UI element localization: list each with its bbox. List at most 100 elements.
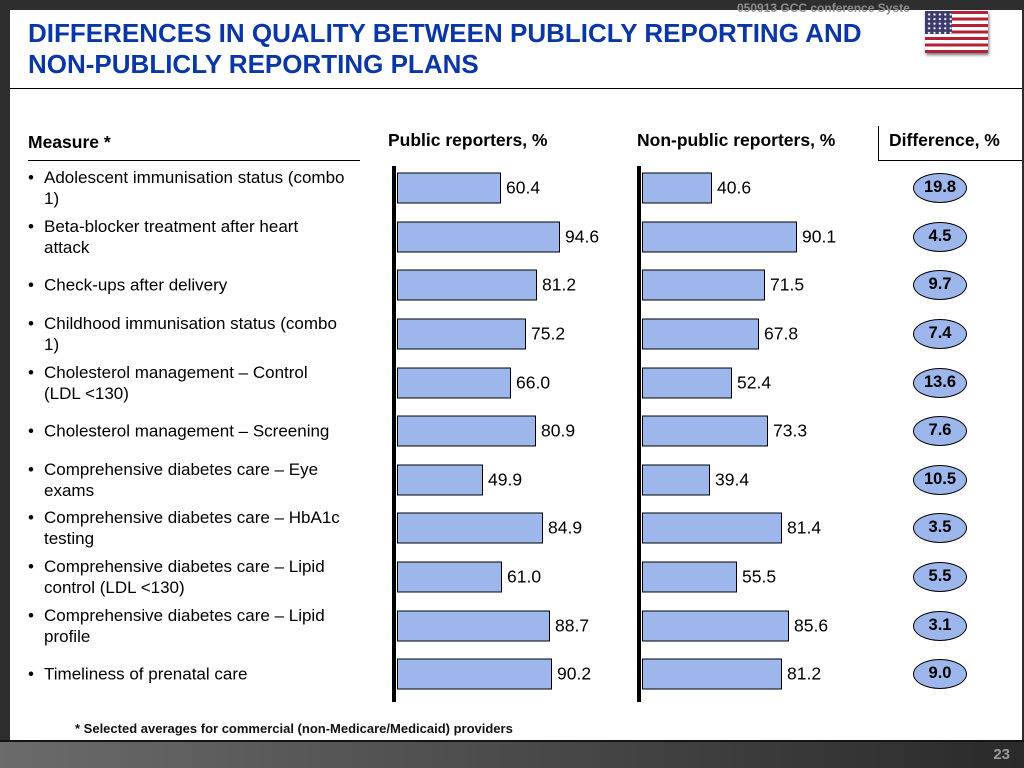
public-value: 75.2	[531, 323, 566, 344]
measure-label: Timeliness of prenatal care	[44, 664, 248, 684]
nonpublic-bar-cell: 81.2	[642, 658, 887, 690]
difference-cell: 3.1	[888, 610, 992, 641]
bullet-icon: •	[28, 216, 34, 236]
public-value: 88.7	[555, 615, 590, 636]
nonpublic-bar	[642, 561, 737, 593]
public-bar	[397, 367, 511, 399]
difference-cell: 19.8	[888, 173, 992, 204]
public-bar-cell: 66.0	[397, 367, 642, 399]
title-divider	[10, 88, 1022, 89]
nonpublic-bar-cell: 67.8	[642, 318, 887, 350]
nonpublic-value: 81.2	[787, 663, 822, 684]
nonpublic-bar	[642, 221, 797, 253]
nonpublic-bar	[642, 367, 732, 399]
bottom-bar: 23	[0, 740, 1024, 768]
measure-row: • Cholesterol management – Control (LDL …	[10, 358, 1022, 407]
measure-label: Cholesterol management – Screening	[44, 421, 330, 441]
column-header-measure: Measure *	[28, 132, 360, 161]
us-flag-icon	[925, 11, 988, 53]
measure-label-cell: • Timeliness of prenatal care	[28, 664, 362, 685]
public-bar-cell: 88.7	[397, 610, 642, 642]
nonpublic-bar-cell: 90.1	[642, 221, 887, 253]
slide-body: DIFFERENCES IN QUALITY BETWEEN PUBLICLY …	[10, 10, 1022, 740]
measure-label-cell: • Cholesterol management – Control (LDL …	[28, 362, 362, 404]
difference-badge: 10.5	[913, 464, 967, 495]
nonpublic-value: 73.3	[773, 420, 808, 441]
difference-cell: 5.5	[888, 562, 992, 593]
measure-row: • Timeliness of prenatal care 90.2 81.2 …	[10, 650, 1022, 699]
public-bar	[397, 172, 501, 204]
nonpublic-bar	[642, 415, 768, 447]
difference-cell: 7.6	[888, 416, 992, 447]
measure-row: • Cholesterol management – Screening 80.…	[10, 407, 1022, 456]
nonpublic-axis-line	[637, 166, 641, 702]
measure-label: Comprehensive diabetes care – Lipid cont…	[44, 557, 325, 598]
nonpublic-bar	[642, 464, 710, 496]
difference-badge: 3.5	[913, 513, 967, 544]
measure-rows: • Adolescent immunisation status (combo …	[10, 164, 1022, 699]
measure-row: • Adolescent immunisation status (combo …	[10, 164, 1022, 213]
measure-label-cell: • Comprehensive diabetes care – Lipid pr…	[28, 605, 362, 647]
nonpublic-bar-cell: 73.3	[642, 415, 887, 447]
bullet-icon: •	[28, 557, 34, 577]
bar-chart: • Adolescent immunisation status (combo …	[10, 160, 1022, 708]
public-bar	[397, 269, 537, 301]
difference-badge: 9.7	[913, 270, 967, 301]
bullet-icon: •	[28, 605, 34, 625]
nonpublic-value: 55.5	[742, 566, 777, 587]
measure-label: Check-ups after delivery	[44, 275, 228, 295]
nonpublic-bar-cell: 39.4	[642, 464, 887, 496]
public-bar-cell: 81.2	[397, 269, 642, 301]
nonpublic-value: 81.4	[787, 517, 822, 538]
public-bar	[397, 415, 536, 447]
header-note: 050913 GCC conference Syste	[737, 1, 910, 15]
nonpublic-value: 40.6	[717, 177, 752, 198]
bullet-icon: •	[28, 421, 34, 441]
measure-label: Comprehensive diabetes care – Lipid prof…	[44, 605, 325, 646]
nonpublic-bar	[642, 512, 782, 544]
public-bar	[397, 221, 560, 253]
bullet-icon: •	[28, 664, 34, 684]
nonpublic-bar	[642, 610, 789, 642]
measure-label-cell: • Childhood immunisation status (combo 1…	[28, 313, 362, 355]
measure-row: • Comprehensive diabetes care – Lipid co…	[10, 553, 1022, 602]
public-value: 80.9	[541, 420, 576, 441]
public-bar-cell: 94.6	[397, 221, 642, 253]
public-bar-cell: 84.9	[397, 512, 642, 544]
measure-row: • Comprehensive diabetes care – Lipid pr…	[10, 601, 1022, 650]
nonpublic-bar-cell: 52.4	[642, 367, 887, 399]
measure-label: Cholesterol management – Control (LDL <1…	[44, 362, 308, 403]
public-bar-cell: 90.2	[397, 658, 642, 690]
slide-title: DIFFERENCES IN QUALITY BETWEEN PUBLICLY …	[28, 18, 958, 80]
difference-cell: 9.7	[888, 270, 992, 301]
public-bar-cell: 49.9	[397, 464, 642, 496]
bullet-icon: •	[28, 362, 34, 382]
footnote: * Selected averages for commercial (non-…	[75, 721, 513, 736]
difference-cell: 7.4	[888, 319, 992, 350]
column-header-public: Public reporters, %	[388, 130, 548, 150]
measure-row: • Check-ups after delivery 81.2 71.5 9.7	[10, 261, 1022, 310]
public-value: 60.4	[506, 177, 541, 198]
difference-badge: 4.5	[913, 221, 967, 252]
bullet-icon: •	[28, 508, 34, 528]
page-number: 23	[993, 746, 1010, 763]
public-bar-cell: 80.9	[397, 415, 642, 447]
difference-cell: 3.5	[888, 513, 992, 544]
public-value: 90.2	[557, 663, 592, 684]
bullet-icon: •	[28, 459, 34, 479]
public-axis-line	[392, 166, 396, 702]
measure-label: Comprehensive diabetes care – Eye exams	[44, 459, 319, 500]
public-value: 94.6	[565, 226, 600, 247]
difference-badge: 5.5	[913, 562, 967, 593]
public-bar	[397, 561, 502, 593]
public-value: 61.0	[507, 566, 542, 587]
nonpublic-bar	[642, 172, 712, 204]
measure-label: Comprehensive diabetes care – HbA1c test…	[44, 508, 340, 549]
nonpublic-value: 85.6	[794, 615, 829, 636]
nonpublic-bar	[642, 318, 759, 350]
public-bar-cell: 60.4	[397, 172, 642, 204]
public-bar	[397, 464, 483, 496]
measure-label-cell: • Cholesterol management – Screening	[28, 421, 362, 442]
nonpublic-bar	[642, 658, 782, 690]
